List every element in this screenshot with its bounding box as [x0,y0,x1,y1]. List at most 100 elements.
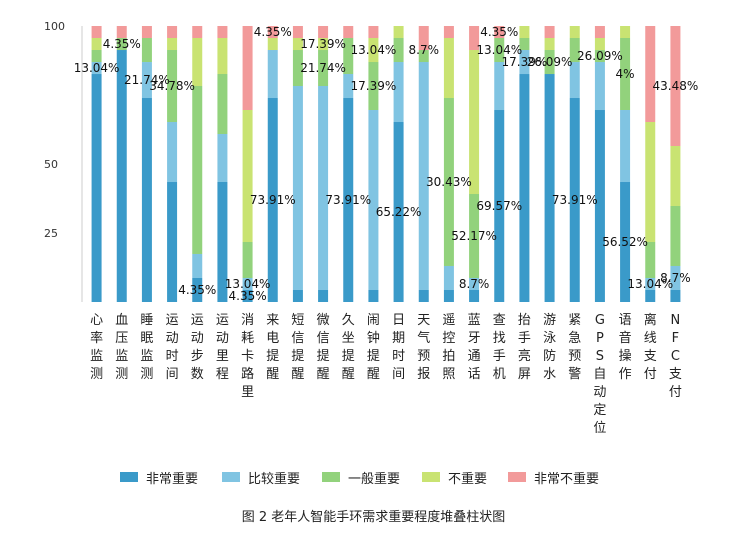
data-label: 13.04% [351,43,397,57]
x-category-label: 血压监测 [115,313,128,382]
bar-segment [569,98,580,302]
bar-segment [368,38,379,63]
data-label: 17.39% [300,37,346,51]
legend-label: 比较重要 [248,471,301,487]
bar-segment [91,26,102,38]
data-label: 34.78% [149,79,195,93]
x-category-label: 微信提醒 [317,313,330,382]
x-category-label: 运动步数 [191,313,204,382]
legend-swatch [422,472,440,482]
bar-segment [242,277,253,290]
bar-segment [443,98,454,266]
bar-segment [368,26,379,38]
bar-segment [116,50,127,303]
bar-segment [393,62,404,123]
bar-segment [167,50,178,123]
data-label: 65.22% [376,205,422,219]
bar-segment [645,289,656,302]
x-category-label: 心率监测 [90,313,103,382]
bar-segment [343,26,354,39]
bar-segment [469,194,480,278]
bar-segment [116,38,127,51]
data-label: 21.74% [124,73,170,87]
x-category-label: 查找手机 [493,313,506,382]
bar-segment [418,290,429,302]
bar-segment [242,109,253,243]
chart-legend: 非常重要 比较重要 一般重要 不重要 非常不重要 [0,466,747,490]
data-label: 13.04% [476,43,522,57]
bar-segment [318,86,329,290]
bar-segment [141,98,152,302]
bar-segment [443,265,454,290]
bar-segment [620,26,631,38]
legend-label: 非常不重要 [534,471,600,487]
data-label: 26.09% [577,49,623,63]
x-category-label: 天气预报 [417,313,430,382]
y-tick-label: 25 [44,227,58,240]
legend-label: 不重要 [448,471,488,487]
bar-segment [620,182,631,302]
bar-segment [343,98,354,302]
bar-segment [242,289,253,302]
bar-segment [167,182,178,302]
bar-segment [116,26,127,39]
legend-label: 一般重要 [348,471,401,487]
bar-segment [494,26,505,38]
data-label: 4.35% [254,25,292,39]
data-label: 17.39% [502,55,548,69]
bar-segment [192,277,203,302]
bar-segment [343,38,354,74]
x-category-label: 运动里程 [216,313,229,382]
bar-segment [292,50,303,86]
bar-segment [192,253,203,278]
data-label: 8.7% [459,277,490,291]
y-tick-label: 50 [44,158,58,171]
bar-segment [670,26,681,146]
data-label: 4.35% [480,25,518,39]
data-label: 8.7% [409,43,440,57]
bar-segment [393,122,404,302]
x-category-label: 游泳防水 [543,313,556,382]
legend-swatch [222,472,240,482]
bar-segment [217,182,228,302]
bar-segment [368,110,379,290]
bar-segment [645,121,656,242]
bar-segment [418,62,429,290]
bar-area [91,26,681,303]
bar-segment [519,26,530,38]
bar-segment [292,289,303,302]
bar-segment [267,50,278,99]
bar-segment [594,110,605,302]
bar-segment [494,38,505,63]
x-category-label: 来电提醒 [266,313,279,382]
bar-segment [217,26,228,39]
x-category-label: 消耗卡路里 [241,313,254,400]
bar-segment [494,110,505,302]
bar-segment [620,38,631,110]
bar-segment [645,26,656,122]
bar-segment [645,277,656,290]
bar-segment [368,62,379,110]
bar-segment [167,26,178,38]
bar-segment [620,110,631,183]
bar-segment [670,205,681,266]
bar-segment [544,50,555,75]
bar-segment [443,26,454,38]
bar-segment [670,145,681,206]
bar-segment [519,38,530,50]
data-label: 4.35% [229,289,267,303]
data-label: 30.43% [426,175,472,189]
bar-segment [418,50,429,63]
x-category-label: 睡眠监测 [140,313,153,382]
bar-segment [91,74,102,303]
bar-segment [167,122,178,183]
bar-segment [91,50,102,63]
bar-segment [192,26,203,38]
data-label: 73.91% [325,193,371,207]
legend-swatch [120,472,138,482]
data-label: 17.39% [351,79,397,93]
data-label: 52.17% [451,229,497,243]
x-category-label: 紧急预警 [568,313,581,382]
bar-segment [318,289,329,302]
x-category-label: 短信提醒 [291,313,304,382]
